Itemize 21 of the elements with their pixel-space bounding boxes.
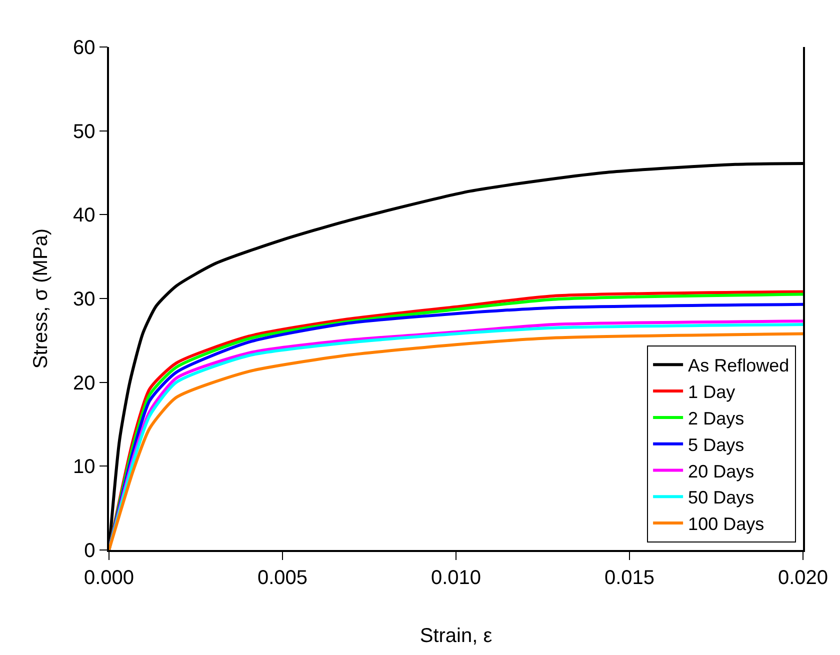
y-tick-label: 20 — [73, 372, 96, 394]
legend-label: As Reflowed — [688, 356, 790, 376]
legend-label: 5 Days — [688, 434, 744, 455]
legend-label: 50 Days — [688, 488, 754, 508]
x-tick-label: 0.020 — [778, 566, 828, 589]
x-tick-label: 0.010 — [430, 566, 482, 589]
y-axis-title: Stress, σ (MPa) — [30, 228, 52, 369]
y-tick-label: 60 — [73, 37, 96, 59]
x-tick-label: 0.005 — [257, 566, 308, 589]
y-tick-label: 10 — [73, 456, 96, 478]
x-tick-label: 0.000 — [84, 566, 134, 589]
x-axis-title: Strain, ε — [420, 624, 492, 647]
y-tick-label: 50 — [73, 120, 96, 143]
legend-label: 20 Days — [688, 461, 754, 482]
y-tick-label: 40 — [73, 204, 96, 227]
y-tick-label: 30 — [73, 288, 96, 310]
y-tick-label: 0 — [84, 540, 96, 562]
legend-label: 1 Day — [688, 382, 736, 402]
legend-label: 2 Days — [688, 408, 744, 428]
legend-label: 100 Days — [688, 514, 764, 534]
x-tick-label: 0.015 — [604, 566, 655, 589]
